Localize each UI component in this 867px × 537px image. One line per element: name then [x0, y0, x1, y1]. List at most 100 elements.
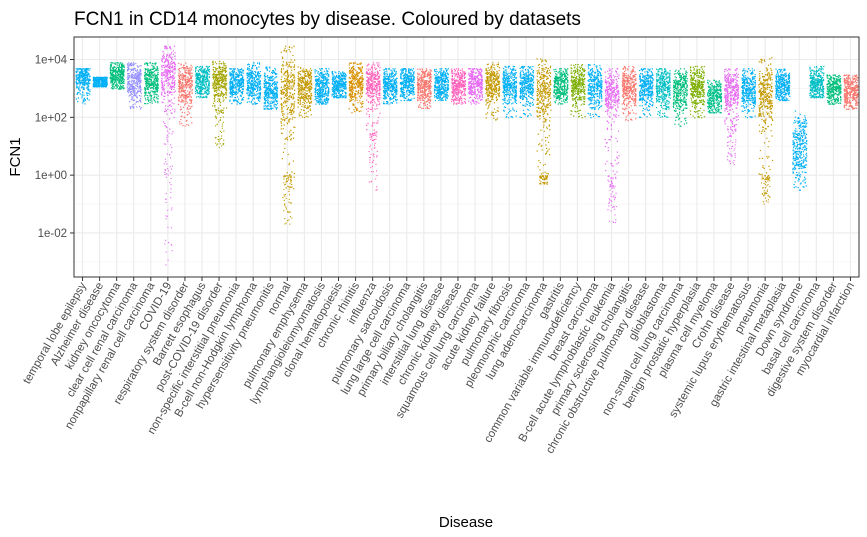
data-point — [289, 76, 292, 78]
data-point — [200, 86, 202, 89]
data-point — [114, 84, 117, 86]
data-point — [251, 83, 254, 85]
data-point — [184, 69, 186, 71]
data-point — [302, 79, 304, 81]
data-point — [231, 70, 234, 72]
data-point — [289, 108, 291, 111]
data-point — [316, 75, 318, 77]
data-point — [317, 80, 319, 82]
data-point — [252, 84, 254, 86]
data-point — [168, 56, 170, 58]
data-point — [301, 82, 303, 84]
data-point — [257, 72, 259, 74]
data-point — [106, 82, 108, 84]
data-point — [239, 80, 241, 82]
data-point — [145, 68, 147, 70]
data-point — [154, 64, 156, 66]
data-point — [215, 74, 217, 76]
data-point — [178, 80, 180, 82]
data-point — [225, 84, 228, 86]
data-point — [164, 125, 166, 127]
data-point — [93, 80, 95, 82]
data-point — [253, 64, 255, 66]
data-point — [276, 90, 278, 92]
data-point — [129, 85, 131, 87]
data-point — [281, 89, 283, 91]
data-point — [283, 88, 286, 90]
data-point — [109, 71, 111, 73]
data-point — [237, 85, 239, 88]
data-point — [197, 84, 199, 86]
data-point — [267, 83, 269, 85]
data-point — [169, 69, 172, 71]
data-point — [123, 87, 125, 89]
data-point — [134, 90, 136, 92]
data-point — [229, 96, 231, 98]
points-non-specific-interstitial-pneumonia — [229, 68, 245, 105]
tail-point — [285, 222, 287, 224]
data-point — [317, 96, 319, 98]
data-point — [154, 96, 156, 99]
data-point — [272, 93, 274, 95]
tail-point — [286, 177, 288, 179]
data-point — [145, 75, 147, 77]
data-point — [132, 77, 135, 79]
data-point — [286, 69, 288, 72]
data-point — [263, 84, 265, 86]
data-point — [184, 71, 186, 73]
data-point — [270, 108, 272, 110]
data-point — [147, 103, 149, 105]
data-point — [164, 47, 166, 49]
data-point — [156, 94, 158, 96]
data-point — [218, 67, 220, 69]
data-point — [307, 75, 309, 77]
data-point — [225, 96, 227, 99]
data-point — [266, 105, 268, 107]
data-point — [149, 95, 151, 97]
data-point — [271, 71, 273, 73]
data-point — [233, 100, 236, 102]
data-point — [163, 83, 165, 85]
data-point — [130, 62, 133, 64]
tail-point — [223, 130, 225, 132]
data-point — [96, 84, 98, 86]
data-point — [204, 88, 206, 90]
data-point — [116, 70, 118, 72]
data-point — [197, 76, 199, 78]
data-point — [118, 80, 120, 82]
data-point — [269, 90, 271, 92]
data-point — [119, 77, 121, 79]
data-point — [123, 66, 125, 68]
data-point — [232, 71, 234, 73]
data-point — [79, 89, 81, 91]
data-point — [215, 87, 217, 89]
data-point — [302, 81, 304, 83]
data-point — [115, 72, 117, 74]
data-point — [198, 92, 200, 94]
data-point — [184, 84, 186, 86]
data-point — [112, 62, 114, 64]
data-point — [273, 86, 275, 88]
data-point — [319, 84, 321, 86]
data-point — [254, 101, 256, 103]
data-point — [272, 89, 274, 92]
data-point — [236, 79, 238, 81]
data-point — [167, 84, 169, 87]
data-point — [191, 122, 193, 124]
data-point — [327, 87, 330, 89]
data-point — [254, 70, 256, 73]
data-point — [225, 88, 227, 91]
data-point — [155, 69, 157, 71]
data-point — [266, 69, 268, 72]
data-point — [237, 79, 239, 81]
data-point — [132, 64, 134, 66]
data-point — [268, 87, 270, 89]
data-point — [92, 80, 94, 82]
data-point — [94, 77, 96, 79]
data-point — [326, 82, 328, 84]
data-point — [76, 82, 78, 84]
data-point — [256, 68, 258, 70]
data-point — [82, 76, 84, 78]
data-point — [252, 80, 254, 82]
data-point — [103, 85, 105, 87]
